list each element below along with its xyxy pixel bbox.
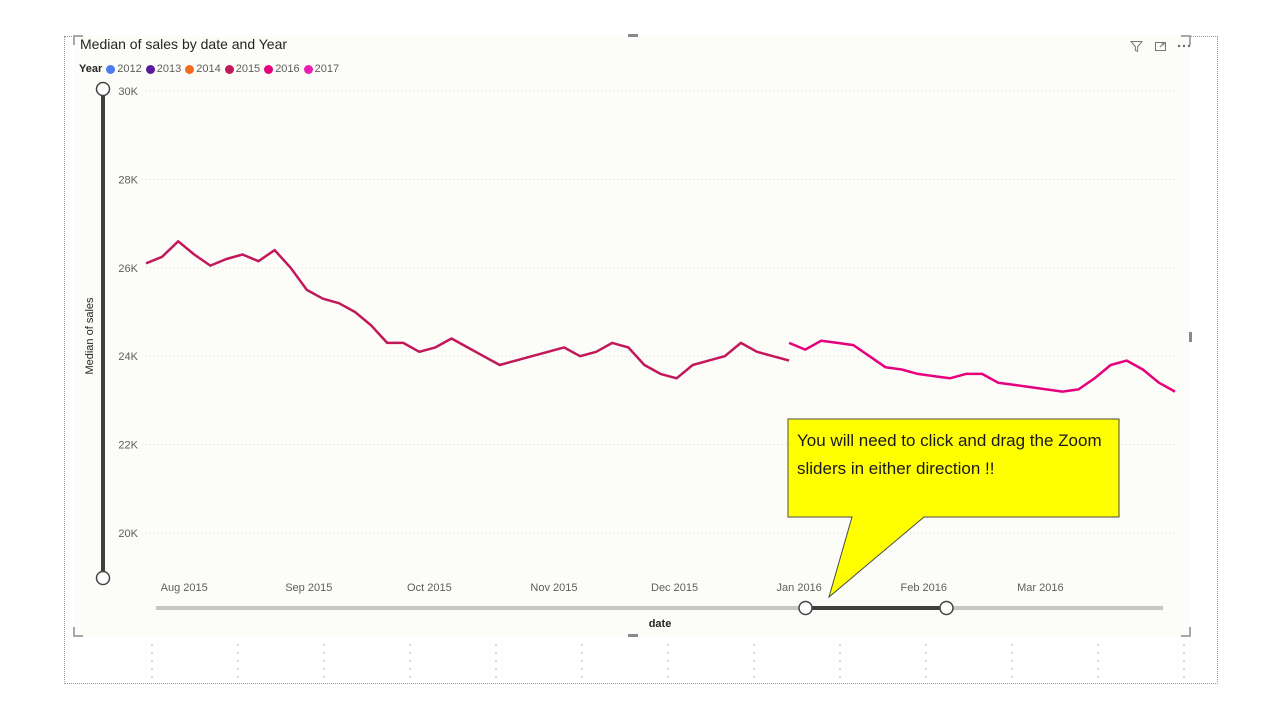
x-tick-label: Aug 2015: [161, 582, 208, 594]
line-chart-visual[interactable]: [73, 34, 1192, 637]
callout-box: [787, 418, 1120, 599]
legend-item-2016[interactable]: 2016: [264, 63, 300, 75]
legend-marker: [185, 64, 195, 74]
visual-title: Median of sales by date and Year: [80, 36, 288, 52]
y-zoom-handle-top[interactable]: [95, 81, 111, 97]
legend-item-2013[interactable]: 2013: [145, 63, 182, 75]
resize-handle-bottom-left[interactable]: [73, 627, 83, 637]
legend-item-2017[interactable]: 2017: [303, 63, 340, 75]
legend-marker: [264, 64, 274, 74]
x-tick-label: Mar 2016: [1017, 582, 1063, 594]
y-tick-label: 26K: [118, 263, 138, 275]
x-tick-label: Sep 2015: [285, 582, 332, 594]
y-tick-label: 30K: [118, 86, 138, 98]
canvas-grid: [151, 644, 1185, 680]
resize-handle-top-right[interactable]: [1181, 35, 1191, 45]
chart-legend: Year 2012 2013 2014 2015 2016 2017: [79, 63, 343, 75]
resize-handle-right[interactable]: [1189, 332, 1192, 342]
legend-marker: [224, 64, 234, 74]
more-options-icon[interactable]: [1176, 38, 1192, 54]
x-zoom-slider[interactable]: [156, 600, 1163, 616]
x-tick-label: Feb 2016: [901, 582, 947, 594]
y-axis-labels: 20K 22K 24K 26K 28K 30K: [118, 86, 138, 540]
series-line-2015: [145, 240, 790, 380]
resize-handle-top-left[interactable]: [73, 35, 83, 45]
x-axis-labels: Aug 2015 Sep 2015 Oct 2015 Nov 2015 Dec 2015…: [161, 582, 1064, 594]
y-zoom-slider[interactable]: [95, 81, 111, 586]
y-tick-label: 28K: [118, 174, 138, 186]
x-zoom-handle-right[interactable]: [939, 600, 954, 616]
legend-label: 2012: [117, 63, 142, 75]
y-tick-label: 20K: [118, 528, 138, 540]
series-line-2016: [788, 339, 1176, 393]
legend-title: Year: [79, 63, 103, 75]
legend-label: 2016: [275, 63, 300, 75]
legend-item-2015[interactable]: 2015: [224, 63, 261, 75]
legend-item-2012[interactable]: 2012: [106, 63, 142, 75]
x-tick-label: Nov 2015: [530, 582, 577, 594]
x-axis-title: date: [648, 618, 672, 630]
resize-handle-top[interactable]: [628, 34, 638, 37]
x-tick-label: Jan 2016: [777, 582, 822, 594]
x-tick-label: Dec 2015: [651, 582, 698, 594]
legend-label: 2013: [156, 63, 182, 75]
legend-marker: [145, 64, 155, 74]
series-lines: [145, 240, 1176, 393]
visual-header-icons: [1128, 38, 1192, 54]
y-tick-label: 24K: [118, 351, 138, 363]
x-zoom-handle-left[interactable]: [798, 600, 813, 616]
resize-handle-bottom-right[interactable]: [1181, 627, 1191, 637]
legend-marker: [303, 64, 313, 74]
y-tick-label: 22K: [118, 440, 138, 452]
callout-text: You will need to click and drag the Zoom…: [797, 431, 1102, 478]
legend-item-2014[interactable]: 2014: [185, 63, 221, 75]
legend-label: 2017: [314, 63, 340, 75]
resize-handle-bottom[interactable]: [628, 634, 638, 637]
legend-label: 2014: [196, 63, 221, 75]
legend-label: 2015: [235, 63, 261, 75]
focus-mode-icon[interactable]: [1152, 38, 1168, 54]
filter-icon[interactable]: [1128, 38, 1144, 54]
legend-marker: [106, 64, 116, 74]
x-tick-label: Oct 2015: [407, 582, 452, 594]
y-zoom-handle-bottom[interactable]: [95, 570, 111, 586]
